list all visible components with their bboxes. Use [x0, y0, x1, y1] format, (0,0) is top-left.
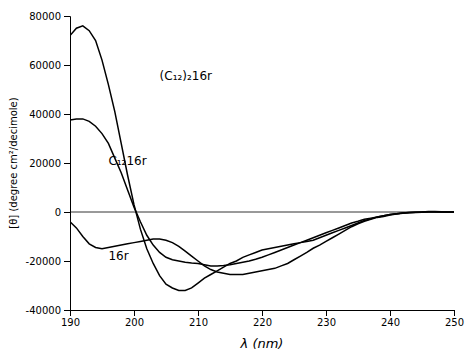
y-axis: -40000 -20000 0 20000 40000 60000 80000 [26, 11, 71, 316]
x-tick-label: 190 [61, 317, 80, 328]
y-tick-label: 0 [55, 207, 61, 218]
y-axis-line [64, 17, 71, 311]
y-tick: 80000 [29, 11, 70, 22]
x-tick-label: 210 [189, 317, 208, 328]
x-tick-mark [134, 310, 135, 316]
x-tick-label: 250 [445, 317, 464, 328]
y-tick-mark [64, 310, 70, 311]
annotation: C₁₂16r [108, 154, 146, 168]
y-tick-label: 80000 [29, 11, 61, 22]
y-tick-mark [64, 261, 70, 262]
y-axis-title: [θ] (degree cm²/decimole) [8, 97, 19, 228]
x-tick: 220 [253, 310, 272, 328]
chart-svg: 190 200 210 220 230 240 250 -40000 -20000 0 20000 4… [0, 0, 474, 356]
curve [70, 26, 454, 291]
x-tick-label: 200 [125, 317, 144, 328]
x-tick-mark [454, 310, 455, 316]
x-tick: 240 [381, 310, 400, 328]
annotation: (C₁₂)₂16r [160, 69, 212, 83]
plot-area [70, 26, 454, 291]
y-tick-mark [64, 114, 70, 115]
y-tick: 40000 [29, 109, 70, 120]
curve [70, 212, 454, 275]
x-tick-mark [326, 310, 327, 316]
x-tick: 200 [125, 310, 144, 328]
x-tick-label: 220 [253, 317, 272, 328]
y-tick-label: -40000 [26, 305, 61, 316]
x-tick: 250 [445, 310, 464, 328]
y-tick-mark [64, 65, 70, 66]
y-tick-label: 60000 [29, 60, 61, 71]
x-tick-mark [198, 310, 199, 316]
x-tick: 190 [61, 310, 80, 328]
y-tick: 0 [55, 207, 70, 218]
zero-line [70, 212, 454, 213]
y-tick-mark [64, 163, 70, 164]
y-tick: -40000 [26, 305, 70, 316]
y-tick-mark [64, 16, 70, 17]
annotations: (C₁₂)₂16r C₁₂16r 16r [108, 69, 212, 263]
x-tick-label: 230 [317, 317, 336, 328]
x-tick-mark [262, 310, 263, 316]
annotation: 16r [108, 249, 128, 263]
x-tick-label: 240 [381, 317, 400, 328]
y-tick: 20000 [29, 158, 70, 169]
y-tick-mark [64, 212, 70, 213]
x-axis: 190 200 210 220 230 240 250 [61, 310, 464, 328]
x-axis-line [71, 311, 455, 317]
y-tick: 60000 [29, 60, 70, 71]
y-tick-label: -20000 [26, 256, 61, 267]
x-tick: 230 [317, 310, 336, 328]
y-tick-label: 20000 [29, 158, 61, 169]
y-tick: -20000 [26, 256, 70, 267]
y-tick-label: 40000 [29, 109, 61, 120]
x-tick: 210 [189, 310, 208, 328]
x-axis-title: λ (nm) [240, 336, 284, 351]
x-tick-mark [390, 310, 391, 316]
